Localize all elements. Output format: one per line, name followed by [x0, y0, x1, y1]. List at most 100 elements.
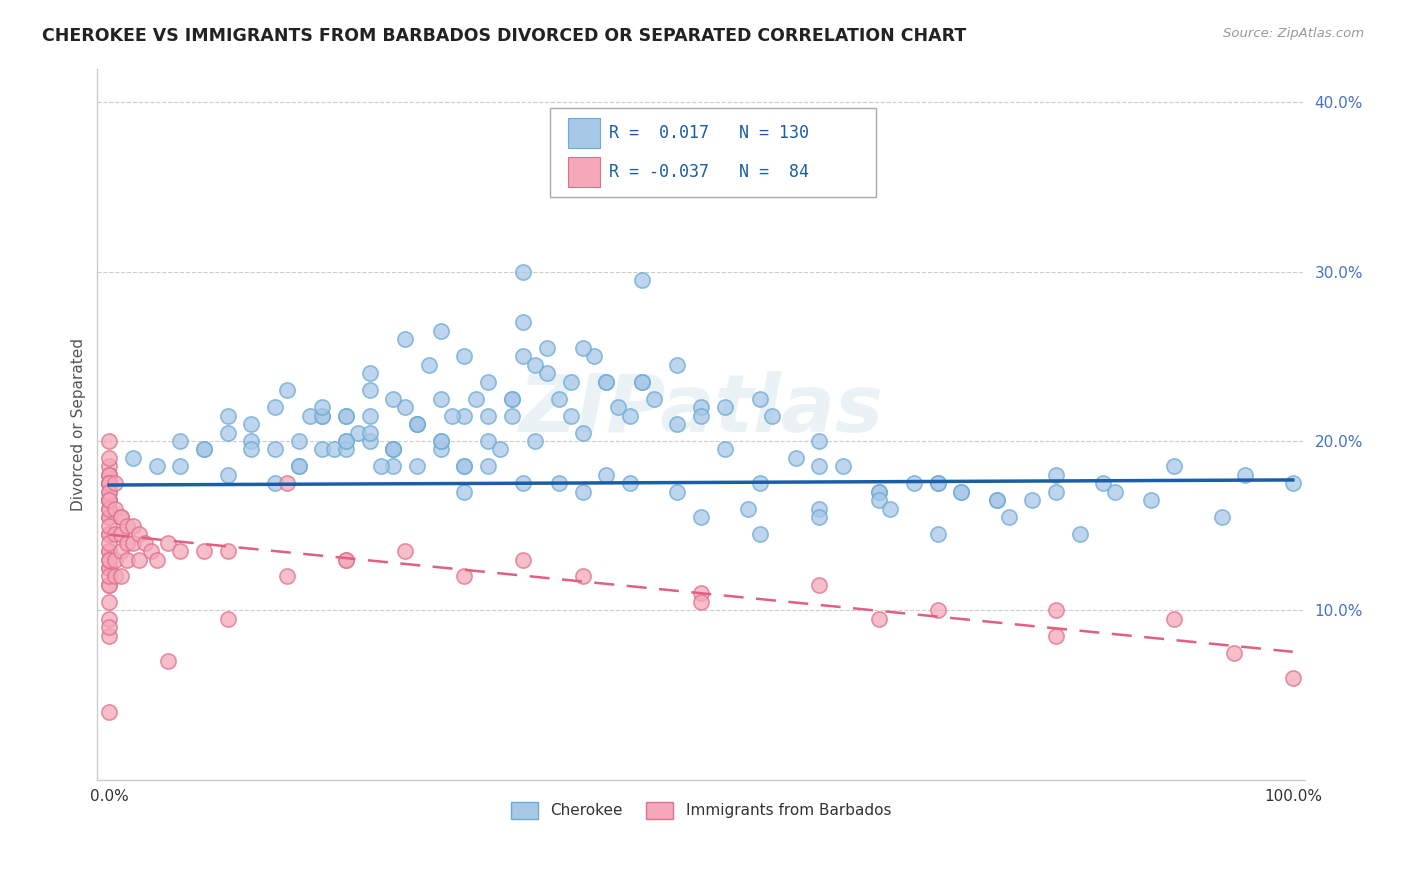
Point	[98, 510, 121, 524]
Point	[98, 493, 121, 508]
Point	[115, 535, 138, 549]
Point	[690, 595, 713, 609]
Point	[287, 434, 309, 448]
Point	[98, 518, 121, 533]
Point	[868, 612, 890, 626]
Point	[583, 349, 606, 363]
Point	[501, 409, 523, 423]
Text: R =  0.017   N = 130: R = 0.017 N = 130	[609, 124, 810, 142]
Point	[429, 434, 451, 448]
Point	[98, 552, 121, 566]
Point	[1069, 527, 1091, 541]
Point	[104, 569, 127, 583]
Point	[115, 552, 138, 566]
Point	[1163, 612, 1185, 626]
Point	[359, 434, 381, 448]
Point	[98, 459, 121, 474]
Point	[690, 400, 713, 414]
Point	[98, 484, 121, 499]
Point	[98, 467, 121, 482]
Point	[217, 467, 239, 482]
Point	[335, 409, 357, 423]
FancyBboxPatch shape	[550, 108, 876, 196]
Point	[832, 459, 855, 474]
Point	[134, 535, 156, 549]
Point	[512, 265, 534, 279]
Point	[571, 341, 593, 355]
Point	[1234, 467, 1257, 482]
Point	[98, 705, 121, 719]
Point	[986, 493, 1008, 508]
Point	[1222, 646, 1244, 660]
Point	[808, 510, 831, 524]
Point	[98, 493, 121, 508]
Point	[193, 442, 215, 457]
Point	[536, 341, 558, 355]
Point	[1211, 510, 1233, 524]
Point	[193, 544, 215, 558]
Point	[121, 518, 143, 533]
Point	[1104, 484, 1126, 499]
Point	[98, 493, 121, 508]
Point	[488, 442, 510, 457]
Point	[98, 561, 121, 575]
Point	[808, 578, 831, 592]
Point	[501, 392, 523, 406]
Point	[382, 392, 405, 406]
Point	[98, 493, 121, 508]
Point	[98, 620, 121, 634]
Point	[98, 484, 121, 499]
Point	[737, 501, 759, 516]
Point	[524, 358, 547, 372]
Point	[98, 612, 121, 626]
Point	[808, 501, 831, 516]
Point	[950, 484, 973, 499]
Point	[1021, 493, 1043, 508]
Point	[879, 501, 901, 516]
Point	[110, 510, 132, 524]
Point	[98, 450, 121, 465]
Point	[359, 425, 381, 440]
Point	[98, 544, 121, 558]
Text: Source: ZipAtlas.com: Source: ZipAtlas.com	[1223, 27, 1364, 40]
Point	[903, 476, 925, 491]
Point	[441, 409, 464, 423]
Point	[690, 510, 713, 524]
Point	[169, 459, 191, 474]
Point	[98, 510, 121, 524]
Point	[98, 476, 121, 491]
Point	[121, 450, 143, 465]
Point	[429, 324, 451, 338]
Point	[110, 527, 132, 541]
Point	[713, 442, 735, 457]
Point	[560, 409, 582, 423]
Point	[311, 409, 333, 423]
Point	[713, 400, 735, 414]
Point	[666, 484, 689, 499]
Point	[287, 459, 309, 474]
Point	[868, 484, 890, 499]
Point	[98, 501, 121, 516]
Point	[808, 434, 831, 448]
Point	[524, 434, 547, 448]
Point	[335, 434, 357, 448]
Point	[950, 484, 973, 499]
Point	[1092, 476, 1115, 491]
Point	[997, 510, 1019, 524]
Point	[927, 476, 949, 491]
Point	[217, 409, 239, 423]
Point	[477, 375, 499, 389]
Point	[335, 442, 357, 457]
Point	[157, 654, 180, 668]
Point	[595, 467, 617, 482]
Point	[276, 569, 298, 583]
Point	[749, 476, 772, 491]
Point	[193, 442, 215, 457]
Point	[406, 459, 429, 474]
Point	[630, 273, 652, 287]
Point	[406, 417, 429, 431]
Point	[217, 612, 239, 626]
Point	[749, 163, 772, 178]
Point	[418, 358, 440, 372]
Point	[264, 400, 287, 414]
